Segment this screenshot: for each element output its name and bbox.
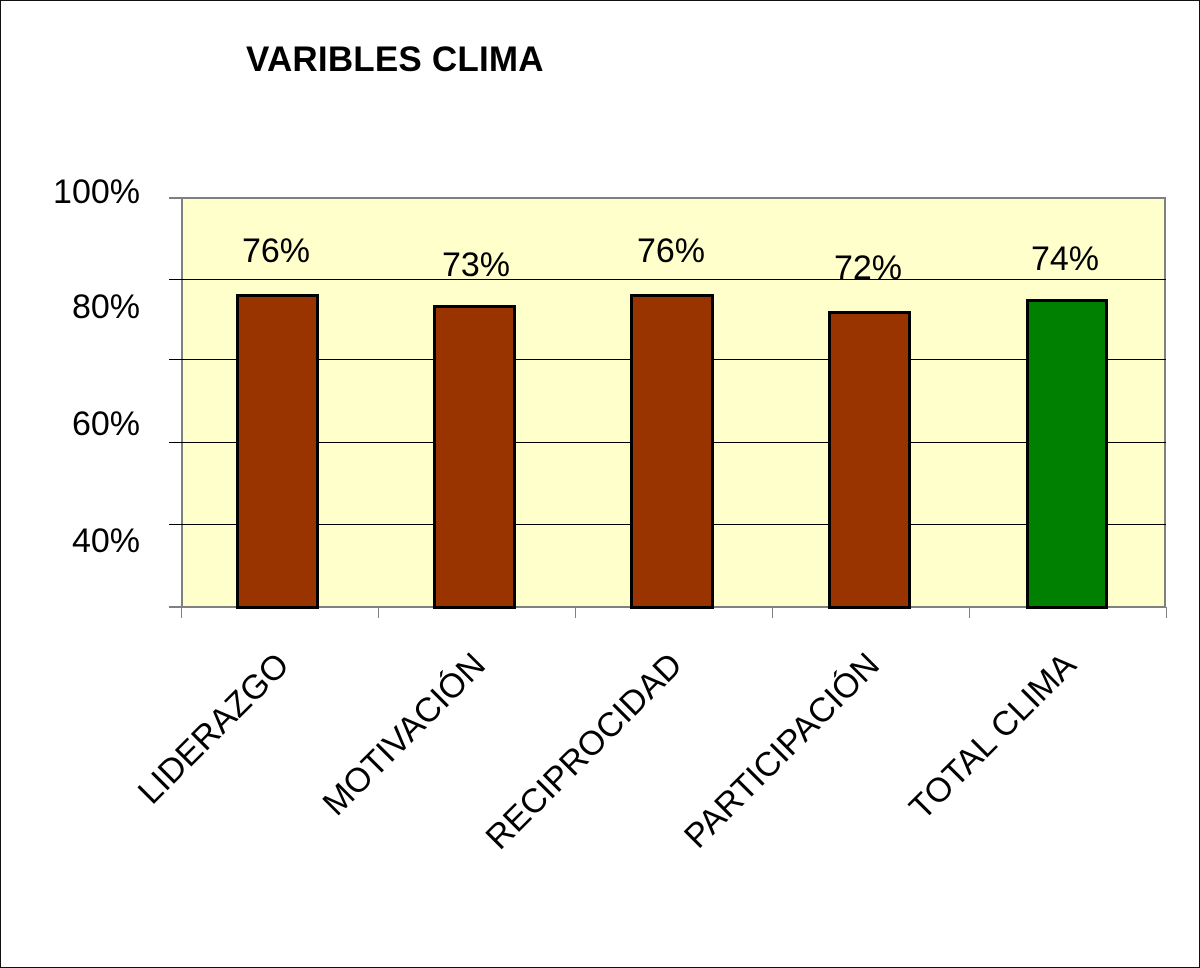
gridline-top xyxy=(169,197,1166,199)
bar-motivacion xyxy=(433,305,516,609)
x-tick xyxy=(181,607,182,618)
value-label: 76% xyxy=(636,232,706,270)
y-tick-label: 100% xyxy=(53,173,140,211)
bar-reciprocidad xyxy=(630,294,714,609)
chart-title: VARIBLES CLIMA xyxy=(246,40,544,79)
x-tick xyxy=(575,607,576,618)
y-tick-label: 60% xyxy=(71,405,140,443)
value-label: 73% xyxy=(441,246,511,284)
y-tick-label: 40% xyxy=(71,522,140,560)
y-tick-label: 80% xyxy=(71,288,140,326)
value-label: 72% xyxy=(833,249,903,287)
value-label: 74% xyxy=(1030,240,1100,278)
x-tick xyxy=(969,607,970,618)
x-tick xyxy=(772,607,773,618)
bar-liderazgo xyxy=(236,294,319,609)
value-label: 76% xyxy=(241,232,311,270)
bar-participacion xyxy=(828,311,911,609)
x-tick xyxy=(378,607,379,618)
gridline xyxy=(169,279,1166,280)
bar-total-clima xyxy=(1026,299,1108,609)
x-tick xyxy=(1166,607,1167,618)
